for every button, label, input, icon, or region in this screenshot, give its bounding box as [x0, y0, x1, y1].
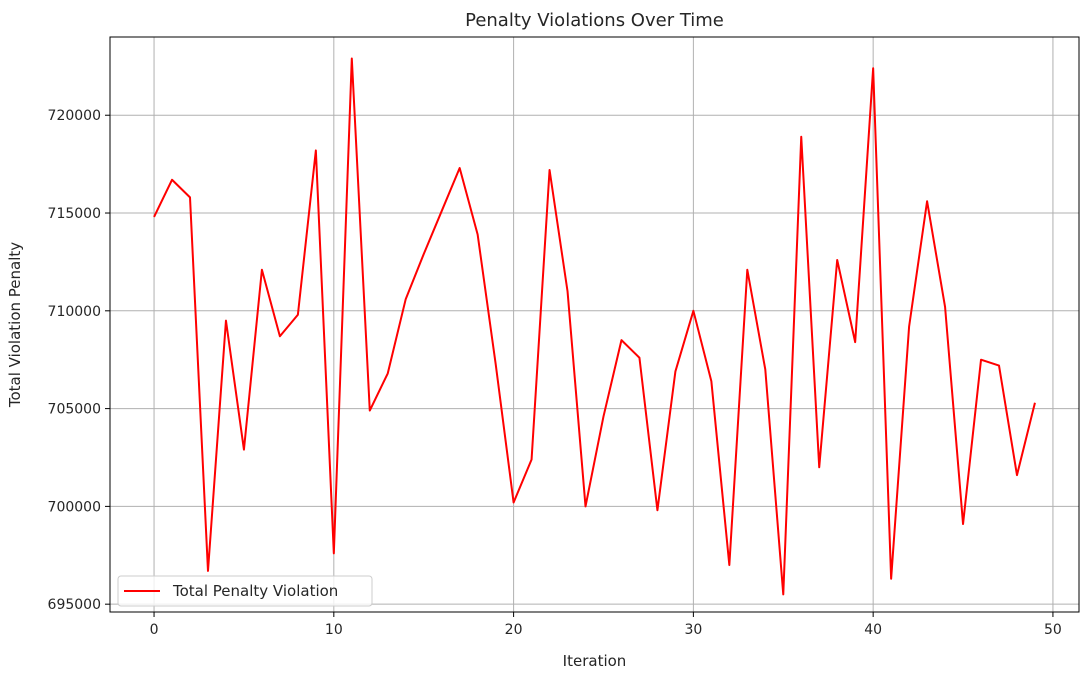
y-tick-label: 720000: [48, 108, 101, 124]
legend: Total Penalty Violation: [117, 575, 373, 607]
series-layer: [153, 57, 1036, 596]
y-tick-label: 710000: [48, 304, 101, 320]
plot-area-frame: [109, 36, 1080, 613]
x-tick-label: 40: [864, 622, 882, 638]
axis-ticks: 0 10 20 30 40 50 695000 700000 705000 710000 71500…: [48, 108, 1062, 638]
x-tick-label: 20: [505, 622, 523, 638]
y-tick-label: 695000: [48, 597, 101, 613]
x-tick-label: 30: [684, 622, 702, 638]
y-tick-label: 705000: [48, 402, 101, 418]
y-tick-label: 700000: [48, 499, 101, 515]
x-axis-label: Iteration: [563, 652, 627, 670]
y-tick-label: 715000: [48, 206, 101, 222]
y-axis-label: Total Violation Penalty: [6, 242, 24, 408]
chart-title: Penalty Violations Over Time: [465, 10, 724, 31]
legend-label-total-penalty-violation: Total Penalty Violation: [172, 582, 338, 600]
x-tick-label: 10: [325, 622, 343, 638]
x-tick-label: 0: [150, 622, 159, 638]
legend-box: [117, 575, 373, 607]
series-line-0: [153, 57, 1036, 596]
x-tick-label: 50: [1044, 622, 1062, 638]
